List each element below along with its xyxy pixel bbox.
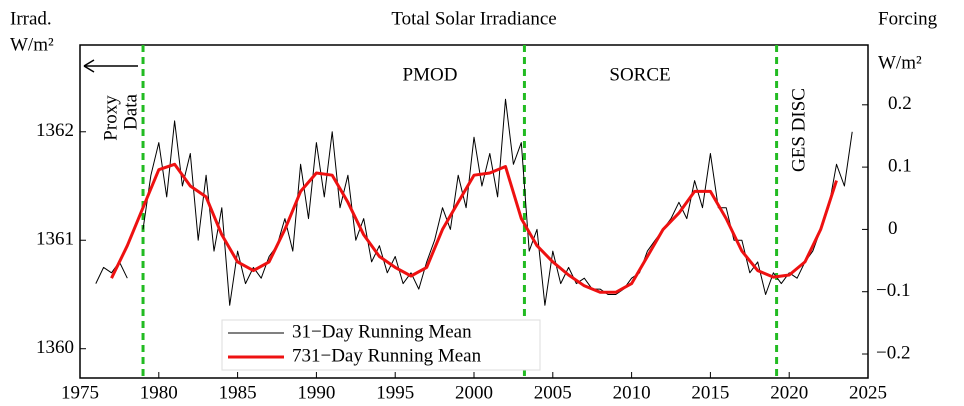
legend-label: 731−Day Running Mean [292,345,482,366]
arrow-head [83,59,95,73]
x-tick-label: 2015 [691,382,729,403]
x-tick-label: 1985 [219,382,257,403]
y2-tick-label: 0.1 [888,155,912,176]
x-tick-label: 2000 [455,382,493,403]
series-line [110,162,838,294]
y2-tick-label: 0.2 [888,93,912,114]
legend-box [221,319,541,371]
annotation: Data [120,94,141,130]
chart-title: Total Solar Irradiance [391,8,556,29]
y-label: Irrad. [10,8,52,29]
annotation: PMOD [403,64,458,85]
annotation: GES DISC [788,88,809,172]
annotation: SORCE [609,64,670,85]
y2-tick-label: 0 [888,218,898,239]
y2-label: W/m² [878,52,922,73]
x-tick-label: 2020 [770,382,808,403]
x-tick-label: 1990 [297,382,335,403]
y-tick-label: 1362 [36,120,74,141]
x-tick-label: 1980 [140,382,178,403]
y2-label: Forcing [878,8,938,29]
y-label: W/m² [10,34,54,55]
y-tick-label: 1360 [36,337,74,358]
annotation: Proxy [100,95,121,141]
y2-tick-label: −0.2 [876,342,910,363]
x-tick-label: 2025 [849,382,887,403]
x-tick-label: 1975 [61,382,99,403]
y-tick-label: 1361 [36,229,74,250]
x-tick-label: 2010 [613,382,651,403]
series-line [95,98,853,306]
legend-label: 31−Day Running Mean [292,321,472,342]
x-tick-label: 1995 [376,382,414,403]
y2-tick-label: −0.1 [876,280,910,301]
x-tick-label: 2005 [534,382,572,403]
